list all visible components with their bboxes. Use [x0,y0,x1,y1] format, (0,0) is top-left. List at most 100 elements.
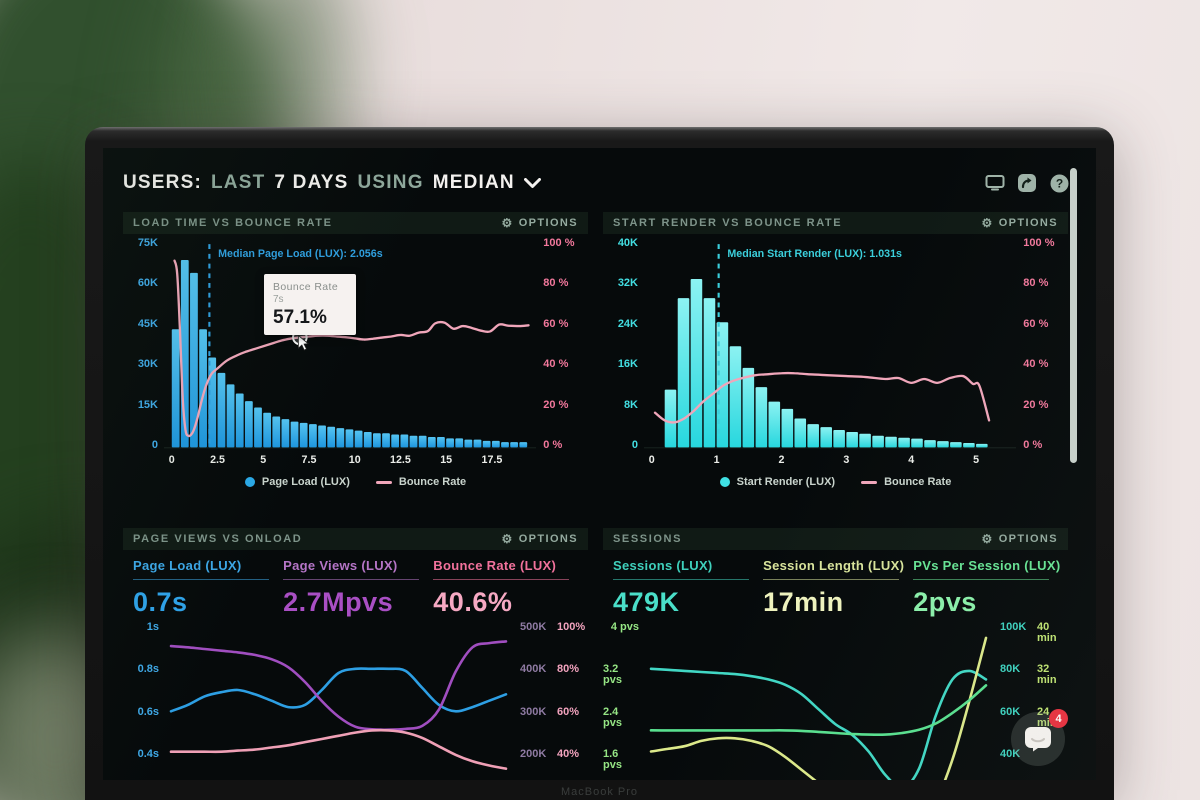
histogram-bar[interactable] [446,438,454,448]
metrics-row: Sessions (LUX) 479K Session Length (LUX)… [603,550,1068,620]
scrollbar[interactable] [1070,168,1077,463]
histogram-bar[interactable] [327,426,336,448]
histogram-bar[interactable] [510,442,519,448]
header-segment: LAST [211,172,266,193]
options-button[interactable]: ⚙ OPTIONS [501,216,578,230]
help-icon[interactable]: ? [1048,173,1070,193]
histogram-bar[interactable] [345,429,354,448]
histogram-bar[interactable] [254,407,262,448]
chat-launcher[interactable]: 4 [1011,709,1068,766]
histogram-bar[interactable] [281,419,290,448]
histogram-bar[interactable] [309,424,317,448]
histogram-bar[interactable] [455,438,464,448]
axis-tick-label: 0 [169,454,175,466]
histogram-bar[interactable] [226,384,235,448]
histogram-bar[interactable] [290,421,299,448]
share-icon[interactable] [1016,173,1038,193]
histogram-bar[interactable] [464,439,473,448]
histogram-bar[interactable] [846,431,858,448]
histogram-bar[interactable] [768,401,781,448]
histogram-bar[interactable] [872,435,884,448]
gear-icon: ⚙ [501,532,514,546]
histogram-bar[interactable] [363,431,372,448]
histogram-bar[interactable] [781,408,794,448]
start-render-histogram-chart[interactable]: Median Start Render (LUX): 1.031s 0 1 2 3 4 5 [644,238,1017,470]
session-length-min--line[interactable] [649,636,988,780]
header-segment: MEDIAN [432,172,515,193]
histogram-bar[interactable] [372,433,381,448]
histogram-bar[interactable] [690,278,703,448]
histogram-bar[interactable] [976,443,988,448]
histogram-bar[interactable] [336,428,345,448]
sessions-chart[interactable] [645,622,992,780]
histogram-bar[interactable] [664,389,677,448]
histogram-bar[interactable] [171,329,180,448]
histogram-bar[interactable] [299,422,308,448]
histogram-bar[interactable] [519,442,528,448]
histogram-bar[interactable] [924,440,936,448]
histogram-bar[interactable] [418,435,427,448]
histogram-bar[interactable] [409,435,418,448]
axis-tick-label: 100 % [543,237,575,249]
histogram-bar[interactable] [382,433,390,448]
options-button[interactable]: ⚙ OPTIONS [981,216,1058,230]
bounce-rate--line[interactable] [169,728,508,770]
histogram-bar[interactable] [501,442,509,448]
axis-tick-label: 100K [1000,622,1027,633]
histogram-bar[interactable] [354,430,363,448]
bounce-rate-line[interactable] [173,259,530,438]
histogram-bar[interactable] [482,440,491,448]
histogram-bar[interactable] [755,387,768,448]
histogram-bar[interactable] [729,346,742,448]
histogram-bar[interactable] [963,442,975,448]
histogram-bar[interactable] [742,367,755,448]
page-views-vs-onload-chart[interactable] [165,622,512,780]
histogram-bar[interactable] [491,440,500,448]
histogram-bar[interactable] [208,357,217,448]
options-button[interactable]: ⚙ OPTIONS [501,532,578,546]
histogram-bar[interactable] [703,298,716,448]
histogram-bar[interactable] [400,434,409,448]
pvs-per-session-pvs--line[interactable] [649,684,988,737]
histogram-bar[interactable] [794,418,807,448]
axis-tick-label: 0 [649,454,655,466]
page-load-s--line[interactable] [169,667,508,713]
histogram-bar[interactable] [885,436,897,448]
histogram-bar[interactable] [911,438,923,448]
histogram-bar[interactable] [473,439,482,448]
page-views-k--line[interactable] [169,640,508,732]
panel-title: LOAD TIME VS BOUNCE RATE [133,217,333,229]
histogram-bar[interactable] [427,437,436,448]
histogram-bar[interactable] [833,430,845,448]
load-time-histogram-chart[interactable]: Median Page Load (LUX): 2.056s 0 2.5 5 7.5 10… [164,238,537,470]
axis-tick-label: 30K [137,358,158,371]
histogram-bar[interactable] [263,412,272,448]
axis-tick-label: 40 min [1037,622,1057,644]
histogram-bar[interactable] [199,329,207,448]
histogram-bar[interactable] [391,434,400,448]
histogram-bar[interactable] [677,298,690,448]
histogram-bar[interactable] [217,372,226,448]
histogram-bar[interactable] [950,442,962,448]
histogram-bar[interactable] [318,425,326,448]
axis-tick-label: 0.4s [137,747,159,760]
histogram-bar[interactable] [437,437,445,448]
axis-tick-label: 16K [617,358,638,371]
histogram-bar[interactable] [898,437,910,448]
histogram-bar[interactable] [859,433,871,448]
histogram-bar[interactable] [272,416,281,448]
histogram-bar[interactable] [820,427,832,448]
bounce-rate-line[interactable] [653,371,991,424]
histogram-bar[interactable] [235,393,244,448]
options-button[interactable]: ⚙ OPTIONS [981,532,1058,546]
histogram-bar[interactable] [244,401,253,448]
legend-dot-swatch [719,477,730,487]
gear-icon: ⚙ [981,216,994,230]
axis-tick-label: 40 % [1023,358,1049,371]
users-filter-dropdown[interactable]: USERS: LAST 7 DAYS USING MEDIAN [123,172,541,194]
histogram-bar[interactable] [937,441,949,448]
histogram-bar[interactable] [807,424,819,448]
sessions-k--line[interactable] [649,667,988,780]
display-icon[interactable] [984,173,1006,193]
histogram-bar[interactable] [190,272,198,448]
